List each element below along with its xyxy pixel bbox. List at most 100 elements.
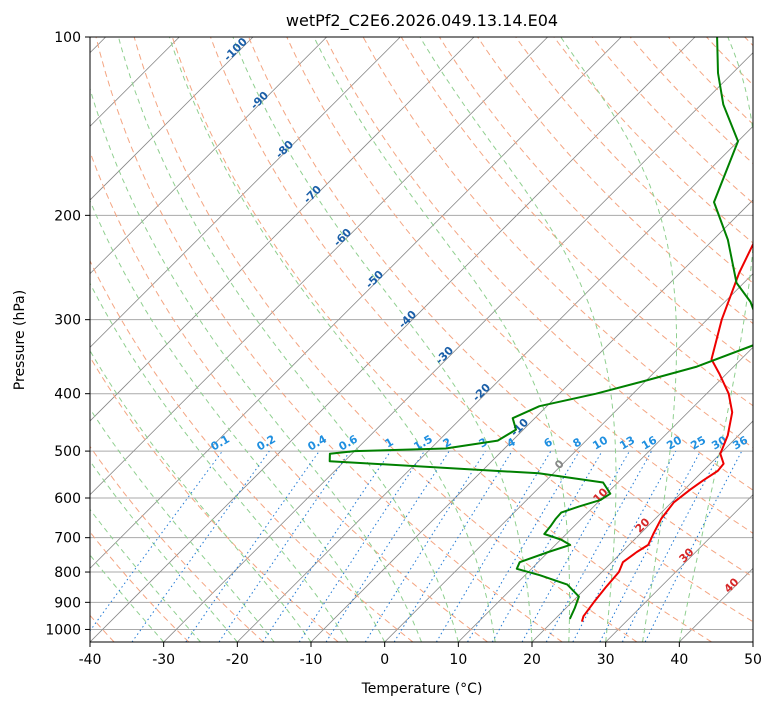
isotherm-line — [310, 199, 753, 642]
mixing-ratio-label: 16 — [639, 433, 659, 452]
moist-adiabat-line — [560, 37, 678, 642]
mixing-ratio-line — [325, 450, 450, 642]
isotherm-line — [163, 52, 753, 642]
dry-adiabat-line — [210, 37, 753, 623]
isotherm-line — [90, 37, 401, 348]
dry-adiabat-line — [477, 37, 753, 325]
mixing-ratio-line — [572, 450, 677, 642]
dry-adiabat-line — [400, 37, 753, 407]
temperature-profile-line — [580, 242, 753, 622]
x-tick-label: -40 — [79, 652, 102, 668]
mixing-ratio-line — [218, 450, 351, 642]
mixing-ratio-line — [599, 450, 701, 642]
dry-adiabat-label: -90 — [248, 89, 271, 112]
mixing-ratio-label: 0.4 — [306, 432, 330, 453]
mixing-ratio-label: 8 — [571, 435, 584, 450]
isotherm-line — [90, 37, 475, 422]
profile-lines — [328, 37, 753, 622]
x-tick-label: -20 — [226, 652, 249, 668]
dry-adiabat-line — [90, 356, 339, 642]
moist-adiabat-label: 30 — [677, 545, 697, 565]
x-tick-label: 20 — [523, 652, 541, 668]
dry-adiabat-line — [553, 37, 753, 244]
moist-adiabat-label: 20 — [633, 515, 653, 535]
dry-adiabat-line — [629, 37, 753, 165]
y-axis-ticks: 100 200 300 400 500 600 700 800 900 1000 — [45, 30, 90, 638]
moist-adiabat-line — [232, 37, 533, 642]
dry-adiabat-line — [362, 37, 753, 449]
mixing-ratio-line — [393, 450, 513, 642]
y-tick-label: 300 — [54, 313, 81, 329]
isotherm-line — [531, 420, 753, 642]
isotherm-line — [679, 567, 753, 642]
mixing-ratio-label: 13 — [617, 434, 637, 453]
mixing-ratio-label: 10 — [590, 433, 610, 452]
x-tick-label: 50 — [744, 652, 762, 668]
chart-title: wetPf2_C2E6.2026.049.13.14.E04 — [286, 11, 558, 31]
moist-adiabat-line — [90, 199, 386, 642]
dry-adiabat-line — [90, 531, 190, 642]
mixing-ratio-line — [435, 450, 552, 642]
dry-adiabat-line — [248, 37, 753, 578]
y-tick-label: 700 — [54, 531, 81, 547]
dewpoint-profile-line — [328, 37, 753, 620]
dry-adiabat-line — [133, 37, 638, 642]
dry-adiabat-line — [515, 37, 753, 284]
moist-adiabat-line — [90, 349, 312, 642]
x-tick-label: -10 — [300, 652, 323, 668]
mixing-ratio-label: 36 — [730, 433, 750, 452]
moist-adiabat-line — [419, 37, 617, 642]
mixing-ratio-line — [298, 450, 425, 642]
moist-adiabat-line — [678, 37, 753, 642]
x-axis-label: Temperature (°C) — [361, 681, 483, 697]
moist-adiabat-line — [90, 408, 275, 642]
mixing-ratio-line — [521, 450, 630, 642]
y-tick-label: 200 — [54, 208, 81, 224]
y-axis-label: Pressure (hPa) — [12, 290, 28, 390]
moist-adiabat-line — [90, 86, 422, 642]
dry-adiabat-label: -50 — [363, 268, 386, 291]
mixing-ratio-label: 1 — [383, 435, 396, 450]
dry-adiabat-line — [438, 37, 753, 366]
y-tick-label: 600 — [54, 491, 81, 507]
mixing-ratio-label: 0.1 — [209, 432, 232, 453]
dry-adiabat-line — [90, 445, 264, 642]
moist-adiabat-line — [90, 460, 238, 642]
isotherm-line — [458, 346, 753, 642]
x-tick-label: -30 — [152, 652, 175, 668]
dry-adiabat-label: -100 — [221, 35, 250, 64]
moist-adiabat-line — [168, 37, 496, 642]
mixing-ratio-label: 6 — [542, 435, 555, 450]
background-lines — [90, 37, 753, 642]
dry-adiabat-line — [744, 37, 753, 47]
y-tick-label: 500 — [54, 444, 81, 460]
mixing-ratio-label: 25 — [688, 434, 708, 453]
isotherm-line — [90, 37, 622, 569]
dry-adiabat-line — [324, 37, 753, 491]
moist-adiabat-line — [90, 508, 201, 642]
mixing-ratio-label: 0.2 — [255, 432, 278, 453]
zero-isotherm-label: 0 — [552, 457, 567, 472]
mixing-ratio-line — [644, 450, 743, 642]
y-tick-label: 900 — [54, 595, 81, 611]
isotherm-line — [90, 37, 327, 275]
plot-frame — [89, 36, 754, 643]
mixing-ratio-line — [131, 450, 270, 642]
x-tick-label: 10 — [449, 652, 467, 668]
x-tick-label: 30 — [597, 652, 615, 668]
dry-adiabat-label: -40 — [396, 308, 419, 331]
dry-adiabat-label: -80 — [273, 138, 296, 161]
dry-adiabat-line — [591, 37, 753, 204]
dry-adiabat-line — [95, 37, 563, 642]
isotherm-line — [90, 37, 696, 642]
moist-adiabat-line — [313, 37, 570, 642]
dry-adiabat-line — [171, 37, 712, 642]
dry-adiabat-label: -20 — [470, 381, 493, 404]
isotherm-line — [752, 641, 753, 642]
x-tick-label: 40 — [670, 652, 688, 668]
line-annotations: -100-90-80-70-60-50-40-30-20-1000.1 0.2 0.… — [209, 35, 751, 596]
mixing-ratio-line — [364, 450, 486, 642]
mixing-ratio-line — [185, 450, 320, 642]
dry-adiabat-label: -30 — [433, 344, 456, 367]
